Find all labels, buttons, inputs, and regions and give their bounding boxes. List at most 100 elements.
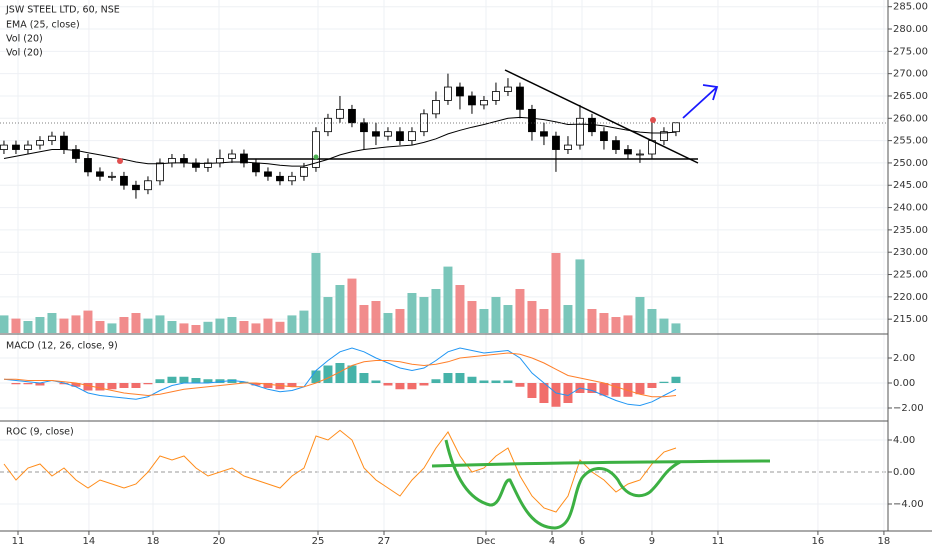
histogram-bar [407, 383, 417, 390]
volume-bar [383, 313, 393, 333]
x-tick-label: 25 [312, 536, 325, 547]
volume-bar [335, 285, 345, 333]
candle-body [348, 108, 356, 124]
macd-line [3, 347, 677, 407]
volume-bar [215, 318, 225, 333]
volume-bar [407, 293, 417, 333]
volume-bar [59, 318, 69, 333]
y-tick-label: 4.00 [893, 435, 915, 446]
histogram-bar [395, 383, 405, 390]
ema-line [3, 116, 677, 167]
candle-body [516, 86, 524, 110]
volume-bar [23, 321, 33, 333]
candle-body [288, 175, 296, 182]
arrow-head [702, 84, 719, 101]
hand-drawn-line [444, 439, 681, 530]
volume-bar [11, 318, 21, 333]
y-tick-label: 260.00 [893, 113, 928, 124]
volume-bar [287, 315, 297, 333]
volume-bar [239, 321, 249, 333]
volume-bar [155, 315, 165, 333]
histogram-bar [131, 383, 141, 388]
histogram-bar [287, 383, 297, 387]
volume-bar [83, 310, 93, 333]
legend-entry: Vol (20) [6, 48, 43, 59]
histogram-bar [599, 383, 609, 396]
volume-bar [551, 253, 561, 333]
candle-body [636, 153, 644, 156]
histogram-bar [587, 383, 597, 393]
histogram-bar [371, 380, 381, 383]
x-tick-label: 20 [213, 536, 226, 547]
volume-bar [47, 313, 57, 333]
volume-bar [191, 325, 201, 333]
candle-body [456, 86, 464, 97]
volume-bar [263, 318, 273, 333]
volume-bar [623, 315, 633, 333]
volume-bar [515, 289, 525, 333]
candle-body [108, 175, 116, 178]
x-tick-label: Dec [476, 536, 495, 547]
histogram-bar [623, 383, 633, 397]
candle-body [372, 131, 380, 137]
candle-body [180, 158, 188, 164]
volume-bar [359, 305, 369, 333]
y-tick-label: 215.00 [893, 314, 928, 325]
hand-drawn-line [431, 459, 771, 468]
histogram-bar [347, 365, 357, 383]
candle-body [492, 91, 500, 101]
histogram-bar [635, 383, 645, 395]
volume-bar [275, 321, 285, 333]
arrow [682, 86, 718, 119]
volume-bar [35, 317, 45, 333]
candle-body [360, 122, 368, 133]
candle-body [276, 175, 284, 182]
volume-bar [575, 259, 585, 333]
volume-bar [143, 318, 153, 333]
candle-body [612, 140, 620, 150]
volume-bar [503, 305, 513, 333]
x-tick-label: 11 [712, 536, 725, 547]
histogram-bar [515, 383, 525, 387]
histogram-bar [455, 373, 465, 383]
volume-bar [71, 315, 81, 333]
candle-body [660, 131, 668, 142]
y-tick-label: 265.00 [893, 91, 928, 102]
volume-bar [659, 318, 669, 333]
histogram-bar [191, 378, 201, 383]
histogram-bar [527, 383, 537, 398]
volume-bar [371, 301, 381, 333]
y-tick-label: 0.00 [893, 467, 915, 478]
histogram-bar [551, 383, 561, 407]
histogram-bar [563, 383, 573, 403]
x-tick-label: 4 [549, 536, 555, 547]
candle-body [444, 86, 452, 101]
volume-bar [0, 315, 9, 333]
pane-title: MACD (12, 26, close, 9) [6, 341, 118, 352]
volume-bar [467, 301, 477, 333]
y-tick-label: 235.00 [893, 225, 928, 236]
signal-dot [117, 158, 123, 164]
candle-body [36, 140, 44, 146]
y-tick-label: 225.00 [893, 270, 928, 281]
histogram-bar [167, 376, 177, 383]
histogram-bar [491, 380, 501, 383]
histogram-bar [23, 383, 33, 385]
legend-entry: EMA (25, close) [6, 20, 80, 31]
volume-bar [647, 309, 657, 333]
histogram-bar [203, 379, 213, 383]
histogram-bar [335, 363, 345, 383]
signal-dot [313, 154, 319, 160]
volume-bar [419, 297, 429, 333]
candle-body [72, 149, 80, 159]
volume-bar [491, 297, 501, 333]
y-tick-label: 280.00 [893, 24, 928, 35]
candle-body [396, 131, 404, 142]
volume-bar [95, 321, 105, 333]
volume-bar [431, 289, 441, 333]
volume-bar [311, 253, 321, 333]
histogram-bar [155, 379, 165, 383]
histogram-bar [479, 380, 489, 383]
y-tick-label: 285.00 [893, 2, 928, 13]
volume-bar [443, 266, 453, 333]
